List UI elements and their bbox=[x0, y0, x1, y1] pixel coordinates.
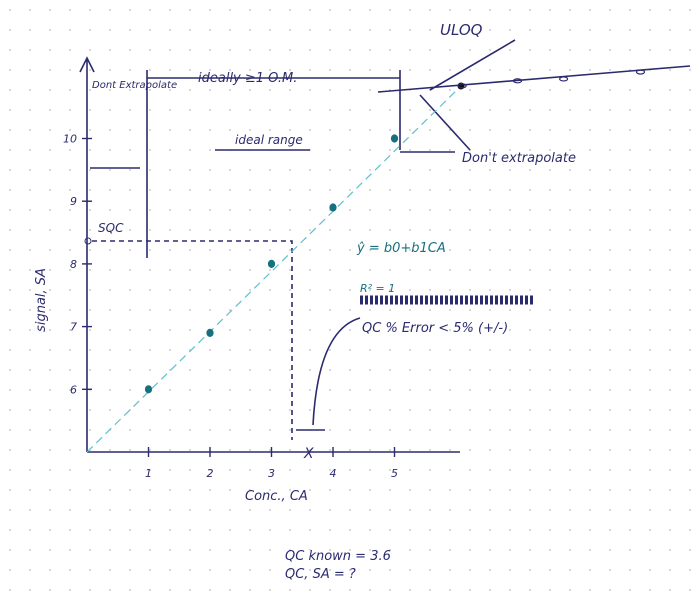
point bbox=[635, 69, 646, 75]
y-tick-label: 9 bbox=[70, 195, 77, 208]
annotation: ŷ = b0+b1CA bbox=[356, 241, 446, 256]
point bbox=[144, 385, 153, 394]
point bbox=[267, 259, 276, 269]
annotation: Don't extrapolate bbox=[462, 151, 576, 166]
annotation: Dont Extrapolate bbox=[92, 80, 177, 91]
qc-dashed bbox=[92, 240, 293, 440]
x-axis-label: Conc., CA bbox=[245, 489, 308, 504]
x-tick-label: 1 bbox=[145, 467, 152, 480]
annotation: QC known = 3.6 bbox=[285, 549, 391, 564]
point bbox=[329, 203, 337, 212]
annotation: R² = 1 bbox=[360, 282, 395, 295]
annotation: X bbox=[303, 446, 314, 462]
fit-line bbox=[86, 86, 461, 453]
annotation: ideal range bbox=[235, 133, 303, 147]
annotation: QC % Error < 5% (+/-) bbox=[362, 321, 508, 336]
range-lines bbox=[90, 70, 401, 258]
point bbox=[512, 78, 523, 84]
y-tick-label: 10 bbox=[63, 133, 77, 146]
qc-arrows bbox=[296, 317, 361, 431]
y-tick-label: 6 bbox=[70, 383, 77, 396]
annotation: QC, SA = ? bbox=[285, 567, 356, 582]
annotation: ULOQ bbox=[440, 21, 483, 39]
annotation: SQC bbox=[98, 221, 124, 235]
x-tick-label: 3 bbox=[268, 467, 275, 480]
point bbox=[457, 83, 467, 89]
uloq-lines bbox=[377, 39, 691, 153]
y-axis-label: signal, SA bbox=[34, 268, 49, 332]
point bbox=[559, 76, 569, 82]
y-tick-label: 7 bbox=[70, 321, 77, 334]
y-axis bbox=[79, 56, 95, 452]
x-tick-label: 2 bbox=[207, 467, 214, 480]
point bbox=[206, 328, 214, 337]
point bbox=[390, 134, 399, 143]
x-tick-label: 4 bbox=[330, 467, 337, 480]
y-tick-label: 8 bbox=[70, 258, 77, 271]
annotation: ideally ≥1 O.M. bbox=[198, 71, 297, 86]
x-tick-label: 5 bbox=[391, 467, 398, 480]
qc-signal-point bbox=[84, 237, 92, 245]
